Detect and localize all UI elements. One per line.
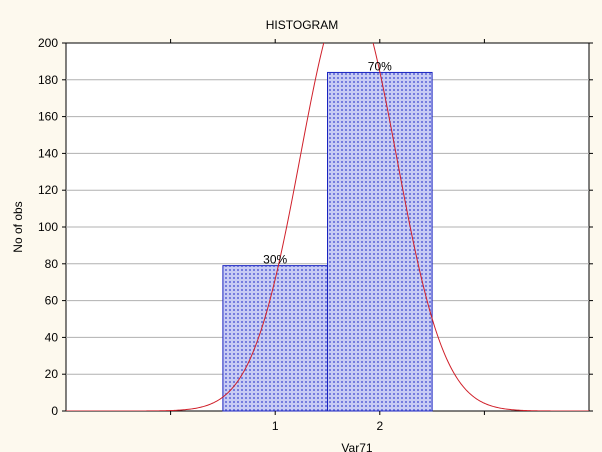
y-axis-title: No of obs (11, 201, 25, 252)
bar-data-label: 70% (368, 59, 392, 73)
bar-data-label: 30% (263, 253, 287, 267)
y-tick-label: 120 (38, 183, 58, 197)
chart-title: HISTOGRAM (266, 18, 338, 32)
x-tick-label: 2 (376, 419, 383, 433)
axes-group: 0 20 40 60 80 100 120 140 160 180 200 1 30% 2 70% (38, 36, 593, 433)
bar-1 (222, 265, 328, 412)
y-tick-label: 160 (38, 110, 58, 124)
x-tick-label: 1 (272, 419, 279, 433)
y-tick-label: 20 (45, 367, 59, 381)
bars-group (222, 71, 433, 412)
y-tick-label: 200 (38, 36, 58, 50)
y-tick-label: 140 (38, 146, 58, 160)
x-axis-title: Var71 (341, 441, 372, 452)
normal-curve-group (66, 43, 589, 411)
y-tick-label: 180 (38, 73, 58, 87)
y-tick-label: 100 (38, 220, 58, 234)
y-tick-label: 80 (45, 257, 59, 271)
y-tick-label: 40 (45, 330, 59, 344)
normal-curve (66, 43, 589, 411)
bar-2 (327, 71, 433, 412)
y-tick-label: 60 (45, 294, 59, 308)
y-tick-label: 0 (51, 404, 58, 418)
